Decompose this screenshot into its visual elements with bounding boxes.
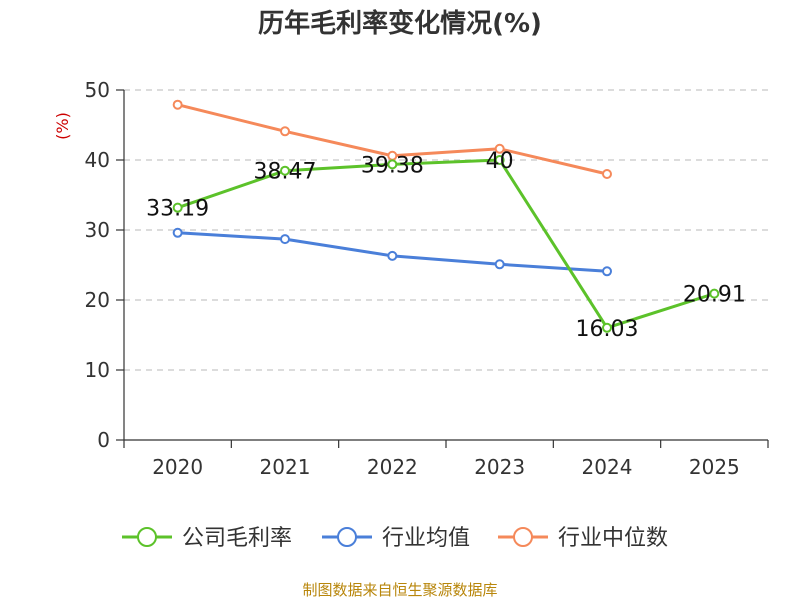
grid-lines bbox=[124, 89, 768, 371]
data-label: 33.19 bbox=[146, 197, 209, 222]
data-point bbox=[387, 159, 398, 170]
x-tick-label: 2021 bbox=[260, 455, 311, 479]
data-point bbox=[280, 126, 290, 137]
data-label: 39.38 bbox=[361, 153, 424, 178]
y-axis-unit: (%) bbox=[53, 112, 72, 140]
legend-marker bbox=[513, 527, 533, 547]
x-tick-label: 2020 bbox=[152, 455, 203, 479]
source-note: 制图数据来自恒生聚源数据库 bbox=[302, 581, 497, 599]
data-point bbox=[494, 155, 505, 165]
data-point bbox=[494, 143, 505, 154]
data-point bbox=[602, 322, 612, 333]
y-tick-label: 30 bbox=[85, 218, 110, 242]
y-tick-label: 10 bbox=[85, 358, 110, 382]
data-point bbox=[494, 259, 505, 270]
data-point bbox=[602, 266, 612, 277]
legend-label: 公司毛利率 bbox=[182, 526, 292, 551]
x-tick-label: 2024 bbox=[582, 455, 633, 479]
data-labels: 33.19 38.47 39.38 40 16.03 20.91 bbox=[146, 149, 746, 342]
data-point bbox=[387, 250, 398, 261]
y-tick-label: 40 bbox=[85, 148, 110, 172]
data-point bbox=[172, 227, 183, 238]
x-tick-label: 2023 bbox=[474, 455, 525, 479]
legend-label: 行业均值 bbox=[382, 526, 470, 551]
data-label: 38.47 bbox=[254, 160, 317, 185]
x-tick-label: 2025 bbox=[689, 455, 740, 479]
y-tick-label: 20 bbox=[85, 288, 110, 312]
data-label: 16.03 bbox=[576, 317, 639, 342]
data-point bbox=[172, 99, 183, 110]
legend[interactable]: 公司毛利率 行业均值 行业中位数 bbox=[122, 526, 668, 551]
series-line bbox=[177, 158, 715, 330]
series-layer bbox=[172, 99, 720, 333]
data-point bbox=[172, 202, 183, 213]
x-tick-label: 2022 bbox=[367, 455, 418, 479]
data-point bbox=[280, 234, 290, 245]
legend-label: 行业中位数 bbox=[558, 526, 668, 551]
y-tick-label: 50 bbox=[85, 78, 110, 102]
data-point bbox=[602, 169, 612, 179]
data-label: 40 bbox=[486, 149, 514, 174]
data-point bbox=[709, 288, 720, 299]
legend-marker bbox=[337, 527, 357, 547]
data-point bbox=[280, 165, 290, 176]
legend-marker bbox=[137, 527, 157, 547]
axes: 0 10 20 30 40 50 2020 2021 2022 2023 2024 2025 bbox=[85, 78, 769, 479]
chart-title: 历年毛利率变化情况(%) bbox=[258, 8, 542, 39]
data-label: 20.91 bbox=[683, 283, 746, 308]
y-tick-label: 0 bbox=[97, 428, 110, 452]
